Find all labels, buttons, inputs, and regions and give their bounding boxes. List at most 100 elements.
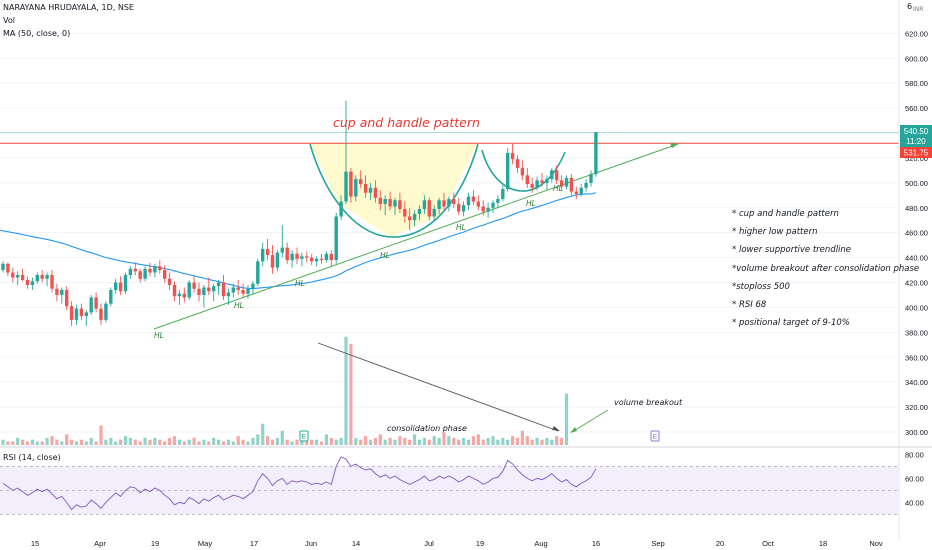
pattern-title: cup and handle pattern — [333, 115, 480, 130]
candle-body — [16, 275, 20, 278]
candle-body — [310, 257, 314, 262]
candle-body — [319, 258, 324, 261]
candle-body — [148, 268, 152, 273]
volume-bar — [251, 437, 255, 445]
consolidation-arrow — [317, 342, 559, 432]
volume-bar — [408, 439, 412, 445]
candle-body — [153, 266, 157, 273]
volume-bar — [133, 439, 137, 445]
volume-bar — [398, 436, 402, 445]
candle-body — [305, 256, 309, 258]
trendline-arrowhead — [670, 143, 678, 148]
candle-body — [398, 200, 402, 209]
volume-bar — [560, 437, 564, 445]
rsi-line — [2, 456, 597, 511]
consolidation-arrowhead — [552, 426, 560, 431]
hl-label: HL — [526, 199, 536, 208]
candle-body — [128, 268, 133, 276]
volume-bar — [158, 439, 162, 445]
volume-bar — [109, 437, 113, 445]
candle-body — [486, 207, 490, 212]
hl-label: HL — [456, 223, 466, 232]
candle-body — [177, 293, 182, 297]
earnings-icon — [299, 430, 309, 442]
candle-body — [574, 191, 578, 195]
candle-body — [437, 200, 441, 209]
volume-bar — [35, 441, 39, 445]
candle-body — [344, 171, 348, 202]
volume-bar — [40, 441, 44, 445]
candle-body — [231, 287, 235, 293]
candle-body — [79, 308, 84, 317]
candle-body — [25, 280, 30, 285]
candlesticks — [1, 100, 598, 327]
x-tick-label: 19 — [151, 539, 159, 548]
earnings-icon-label: E — [302, 434, 307, 441]
rsi-tick-label: 60.00 — [905, 474, 924, 483]
candle-body — [393, 200, 397, 207]
volume-bar — [241, 439, 245, 445]
earnings-markers: E E — [299, 430, 660, 442]
volume-bar — [168, 437, 172, 445]
candle-body — [69, 306, 74, 320]
volume-bar — [535, 437, 539, 445]
volume-bar — [422, 437, 426, 445]
candle-body — [496, 199, 500, 203]
candle-body — [550, 170, 554, 180]
volume-bar — [74, 441, 79, 445]
candle-body — [535, 180, 539, 188]
volume-bar — [285, 439, 289, 445]
volume-bar — [153, 437, 157, 445]
candle-body — [187, 282, 191, 298]
candle-body — [167, 278, 172, 285]
volume-bar — [344, 336, 348, 445]
earnings-icon-label: E — [653, 434, 658, 441]
candle-body — [246, 288, 250, 294]
volume-bar — [417, 439, 422, 445]
candle-body — [143, 268, 147, 279]
x-tick-label: 16 — [592, 539, 600, 548]
candle-body — [20, 275, 25, 281]
y-tick-label: 500.00 — [905, 179, 928, 188]
candle-body — [540, 180, 544, 183]
x-tick-label: Apr — [94, 539, 106, 548]
candle-body — [388, 199, 392, 207]
volume-bar — [79, 439, 83, 445]
candle-body — [251, 283, 255, 289]
volume-bar — [481, 439, 485, 445]
volume-bar — [476, 434, 480, 445]
candle-body — [564, 177, 569, 187]
candle-body — [118, 282, 123, 292]
volume-bar — [515, 437, 520, 445]
volume-bar — [466, 439, 471, 445]
volume-bar — [305, 441, 309, 445]
volume-bar — [540, 439, 544, 445]
note-item: *volume breakout after consolidation pha… — [732, 264, 920, 274]
volume-bar — [486, 437, 490, 445]
volume-bar — [202, 439, 206, 445]
hl-label: HL — [234, 301, 244, 310]
candle-body — [226, 292, 231, 297]
candle-body — [50, 275, 54, 289]
volume-bar — [266, 436, 270, 445]
volume-bar — [50, 436, 54, 445]
volume-bar — [432, 436, 436, 445]
candle-body — [359, 179, 363, 185]
y-tick-label: 380.00 — [905, 328, 928, 337]
resistance-badge — [900, 147, 932, 158]
candle-body — [354, 179, 358, 197]
volume-bar — [104, 439, 108, 445]
volume-bar — [143, 437, 147, 445]
candle-body — [6, 263, 10, 273]
volume-bar — [177, 439, 181, 445]
volume-bar — [21, 439, 25, 445]
note-item: *stoploss 500 — [732, 282, 790, 292]
y-tick-label: 600.00 — [905, 54, 928, 63]
candle-body — [481, 206, 485, 212]
volume-bar — [373, 437, 377, 445]
volume-bar — [530, 439, 534, 445]
candle-body — [221, 282, 226, 297]
candle-body — [114, 282, 118, 290]
volume-bar — [1, 439, 5, 445]
